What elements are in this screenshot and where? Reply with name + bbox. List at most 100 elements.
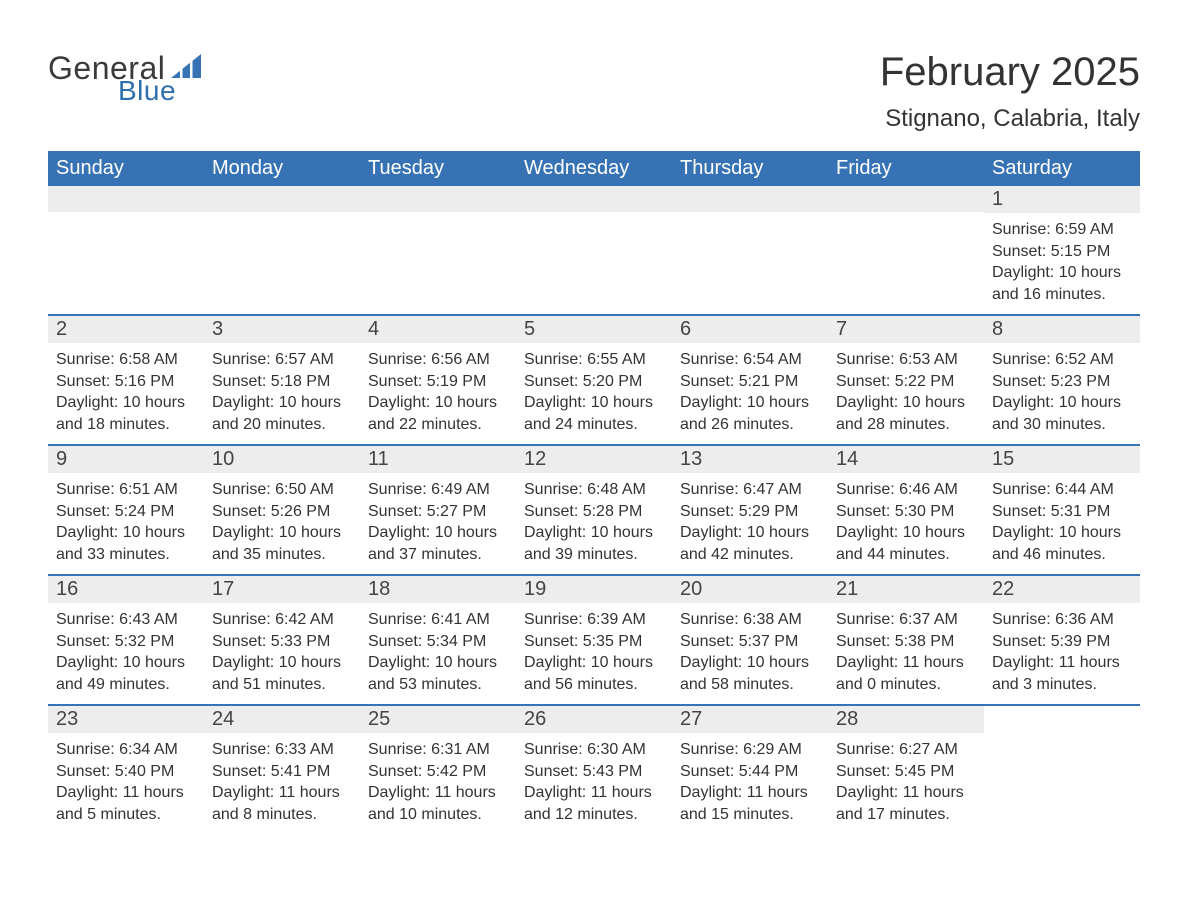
day-number: 6 bbox=[672, 316, 828, 343]
day-number: 10 bbox=[204, 446, 360, 473]
sunrise-line: Sunrise: 6:52 AM bbox=[992, 349, 1132, 371]
day-number: 20 bbox=[672, 576, 828, 603]
week-row: 23Sunrise: 6:34 AMSunset: 5:40 PMDayligh… bbox=[48, 705, 1140, 834]
daylight-line2: and 22 minutes. bbox=[368, 414, 508, 436]
sunrise-line: Sunrise: 6:49 AM bbox=[368, 479, 508, 501]
day-cell bbox=[360, 186, 516, 315]
day-details: Sunrise: 6:47 AMSunset: 5:29 PMDaylight:… bbox=[672, 473, 828, 569]
sunset-line: Sunset: 5:37 PM bbox=[680, 631, 820, 653]
day-number: 21 bbox=[828, 576, 984, 603]
daylight-line2: and 37 minutes. bbox=[368, 544, 508, 566]
week-row: 16Sunrise: 6:43 AMSunset: 5:32 PMDayligh… bbox=[48, 575, 1140, 705]
daylight-line2: and 35 minutes. bbox=[212, 544, 352, 566]
sunset-line: Sunset: 5:44 PM bbox=[680, 761, 820, 783]
day-cell: 24Sunrise: 6:33 AMSunset: 5:41 PMDayligh… bbox=[204, 705, 360, 834]
day-cell: 11Sunrise: 6:49 AMSunset: 5:27 PMDayligh… bbox=[360, 445, 516, 575]
col-sunday: Sunday bbox=[48, 151, 204, 186]
sunset-line: Sunset: 5:18 PM bbox=[212, 371, 352, 393]
sunrise-line: Sunrise: 6:55 AM bbox=[524, 349, 664, 371]
calendar-page: General Blue February 2025 Stignano, Cal… bbox=[0, 0, 1188, 874]
day-details: Sunrise: 6:38 AMSunset: 5:37 PMDaylight:… bbox=[672, 603, 828, 699]
day-cell bbox=[984, 705, 1140, 834]
sunrise-line: Sunrise: 6:57 AM bbox=[212, 349, 352, 371]
daylight-line1: Daylight: 10 hours bbox=[212, 392, 352, 414]
sunset-line: Sunset: 5:41 PM bbox=[212, 761, 352, 783]
daylight-line2: and 28 minutes. bbox=[836, 414, 976, 436]
daylight-line2: and 33 minutes. bbox=[56, 544, 196, 566]
day-details: Sunrise: 6:41 AMSunset: 5:34 PMDaylight:… bbox=[360, 603, 516, 699]
day-details: Sunrise: 6:57 AMSunset: 5:18 PMDaylight:… bbox=[204, 343, 360, 439]
day-cell: 16Sunrise: 6:43 AMSunset: 5:32 PMDayligh… bbox=[48, 575, 204, 705]
daylight-line1: Daylight: 10 hours bbox=[992, 392, 1132, 414]
daylight-line1: Daylight: 11 hours bbox=[212, 782, 352, 804]
daylight-line1: Daylight: 10 hours bbox=[368, 522, 508, 544]
sunrise-line: Sunrise: 6:44 AM bbox=[992, 479, 1132, 501]
day-number: 26 bbox=[516, 706, 672, 733]
empty-day-bar bbox=[828, 186, 984, 212]
daylight-line2: and 44 minutes. bbox=[836, 544, 976, 566]
col-monday: Monday bbox=[204, 151, 360, 186]
sunset-line: Sunset: 5:20 PM bbox=[524, 371, 664, 393]
daylight-line2: and 0 minutes. bbox=[836, 674, 976, 696]
day-details: Sunrise: 6:56 AMSunset: 5:19 PMDaylight:… bbox=[360, 343, 516, 439]
daylight-line1: Daylight: 10 hours bbox=[524, 392, 664, 414]
daylight-line2: and 16 minutes. bbox=[992, 284, 1132, 306]
daylight-line2: and 17 minutes. bbox=[836, 804, 976, 826]
daylight-line1: Daylight: 11 hours bbox=[56, 782, 196, 804]
sunset-line: Sunset: 5:43 PM bbox=[524, 761, 664, 783]
sunset-line: Sunset: 5:31 PM bbox=[992, 501, 1132, 523]
daylight-line2: and 24 minutes. bbox=[524, 414, 664, 436]
day-details: Sunrise: 6:59 AMSunset: 5:15 PMDaylight:… bbox=[984, 213, 1140, 309]
daylight-line1: Daylight: 10 hours bbox=[368, 392, 508, 414]
daylight-line1: Daylight: 10 hours bbox=[680, 392, 820, 414]
daylight-line1: Daylight: 10 hours bbox=[680, 522, 820, 544]
day-number: 13 bbox=[672, 446, 828, 473]
day-details: Sunrise: 6:54 AMSunset: 5:21 PMDaylight:… bbox=[672, 343, 828, 439]
day-number: 5 bbox=[516, 316, 672, 343]
daylight-line1: Daylight: 11 hours bbox=[368, 782, 508, 804]
day-number: 15 bbox=[984, 446, 1140, 473]
week-row: 2Sunrise: 6:58 AMSunset: 5:16 PMDaylight… bbox=[48, 315, 1140, 445]
sunset-line: Sunset: 5:29 PM bbox=[680, 501, 820, 523]
sunset-line: Sunset: 5:26 PM bbox=[212, 501, 352, 523]
day-cell: 21Sunrise: 6:37 AMSunset: 5:38 PMDayligh… bbox=[828, 575, 984, 705]
day-cell: 6Sunrise: 6:54 AMSunset: 5:21 PMDaylight… bbox=[672, 315, 828, 445]
day-details: Sunrise: 6:58 AMSunset: 5:16 PMDaylight:… bbox=[48, 343, 204, 439]
location-subtitle: Stignano, Calabria, Italy bbox=[880, 105, 1140, 133]
day-cell: 26Sunrise: 6:30 AMSunset: 5:43 PMDayligh… bbox=[516, 705, 672, 834]
daylight-line1: Daylight: 11 hours bbox=[836, 652, 976, 674]
week-row: 9Sunrise: 6:51 AMSunset: 5:24 PMDaylight… bbox=[48, 445, 1140, 575]
day-cell: 14Sunrise: 6:46 AMSunset: 5:30 PMDayligh… bbox=[828, 445, 984, 575]
week-row: 1Sunrise: 6:59 AMSunset: 5:15 PMDaylight… bbox=[48, 186, 1140, 315]
sunrise-line: Sunrise: 6:47 AM bbox=[680, 479, 820, 501]
sunrise-line: Sunrise: 6:51 AM bbox=[56, 479, 196, 501]
daylight-line1: Daylight: 11 hours bbox=[524, 782, 664, 804]
sunrise-line: Sunrise: 6:31 AM bbox=[368, 739, 508, 761]
day-cell: 28Sunrise: 6:27 AMSunset: 5:45 PMDayligh… bbox=[828, 705, 984, 834]
sunrise-line: Sunrise: 6:48 AM bbox=[524, 479, 664, 501]
day-details: Sunrise: 6:46 AMSunset: 5:30 PMDaylight:… bbox=[828, 473, 984, 569]
day-number: 3 bbox=[204, 316, 360, 343]
sunset-line: Sunset: 5:32 PM bbox=[56, 631, 196, 653]
weekday-header-row: Sunday Monday Tuesday Wednesday Thursday… bbox=[48, 151, 1140, 186]
empty-day-bar bbox=[672, 186, 828, 212]
day-cell: 18Sunrise: 6:41 AMSunset: 5:34 PMDayligh… bbox=[360, 575, 516, 705]
sunrise-line: Sunrise: 6:59 AM bbox=[992, 219, 1132, 241]
daylight-line2: and 49 minutes. bbox=[56, 674, 196, 696]
daylight-line2: and 58 minutes. bbox=[680, 674, 820, 696]
sunrise-line: Sunrise: 6:29 AM bbox=[680, 739, 820, 761]
day-number: 4 bbox=[360, 316, 516, 343]
day-details: Sunrise: 6:44 AMSunset: 5:31 PMDaylight:… bbox=[984, 473, 1140, 569]
day-details: Sunrise: 6:30 AMSunset: 5:43 PMDaylight:… bbox=[516, 733, 672, 829]
sunset-line: Sunset: 5:38 PM bbox=[836, 631, 976, 653]
day-cell: 15Sunrise: 6:44 AMSunset: 5:31 PMDayligh… bbox=[984, 445, 1140, 575]
title-block: February 2025 Stignano, Calabria, Italy bbox=[880, 50, 1140, 133]
daylight-line1: Daylight: 10 hours bbox=[212, 652, 352, 674]
daylight-line2: and 30 minutes. bbox=[992, 414, 1132, 436]
header-row: General Blue February 2025 Stignano, Cal… bbox=[48, 50, 1140, 133]
day-cell: 1Sunrise: 6:59 AMSunset: 5:15 PMDaylight… bbox=[984, 186, 1140, 315]
daylight-line1: Daylight: 10 hours bbox=[524, 522, 664, 544]
daylight-line1: Daylight: 10 hours bbox=[524, 652, 664, 674]
daylight-line2: and 51 minutes. bbox=[212, 674, 352, 696]
day-details: Sunrise: 6:39 AMSunset: 5:35 PMDaylight:… bbox=[516, 603, 672, 699]
